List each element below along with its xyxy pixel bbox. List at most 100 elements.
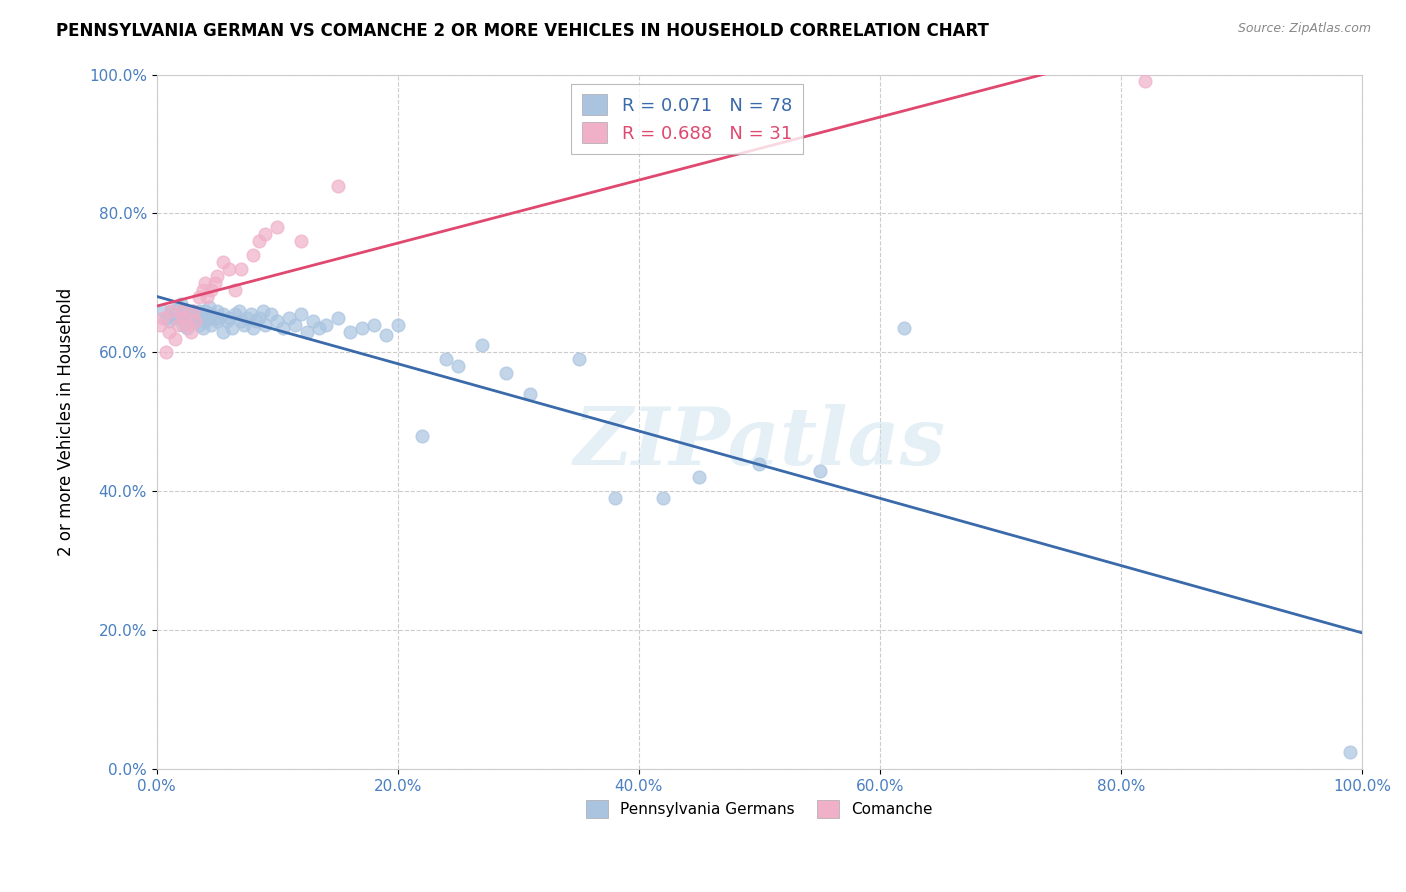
Point bbox=[302, 314, 325, 328]
Point bbox=[205, 314, 228, 328]
Point bbox=[245, 314, 267, 328]
Point bbox=[326, 310, 349, 325]
Point bbox=[568, 352, 591, 367]
Point bbox=[242, 248, 264, 262]
Point bbox=[290, 307, 312, 321]
Point bbox=[688, 470, 710, 484]
Point bbox=[236, 310, 259, 325]
Point bbox=[228, 303, 250, 318]
Text: Source: ZipAtlas.com: Source: ZipAtlas.com bbox=[1237, 22, 1371, 36]
Point bbox=[194, 276, 217, 290]
Point bbox=[242, 321, 264, 335]
Point bbox=[200, 307, 222, 321]
Point bbox=[155, 345, 177, 359]
Point bbox=[163, 332, 186, 346]
Point bbox=[191, 321, 214, 335]
Point bbox=[167, 318, 190, 332]
Point bbox=[204, 310, 226, 325]
Point bbox=[176, 318, 198, 332]
Point bbox=[252, 303, 274, 318]
Point bbox=[180, 307, 202, 321]
Point bbox=[197, 290, 219, 304]
Point bbox=[176, 321, 198, 335]
Point bbox=[188, 318, 211, 332]
Point bbox=[1339, 745, 1361, 759]
Point bbox=[205, 268, 228, 283]
Point bbox=[603, 491, 626, 506]
Point bbox=[284, 318, 307, 332]
Point bbox=[231, 314, 253, 328]
Text: PENNSYLVANIA GERMAN VS COMANCHE 2 OR MORE VEHICLES IN HOUSEHOLD CORRELATION CHAR: PENNSYLVANIA GERMAN VS COMANCHE 2 OR MOR… bbox=[56, 22, 988, 40]
Point bbox=[273, 321, 295, 335]
Point bbox=[186, 310, 208, 325]
Point bbox=[218, 310, 240, 325]
Point bbox=[224, 307, 246, 321]
Point bbox=[266, 220, 288, 235]
Point bbox=[232, 318, 254, 332]
Point bbox=[239, 307, 262, 321]
Point bbox=[278, 310, 301, 325]
Point bbox=[204, 276, 226, 290]
Point bbox=[208, 310, 231, 325]
Point bbox=[363, 318, 385, 332]
Point bbox=[205, 303, 228, 318]
Point bbox=[181, 303, 204, 318]
Point bbox=[221, 321, 243, 335]
Point bbox=[297, 325, 319, 339]
Point bbox=[339, 325, 361, 339]
Point bbox=[149, 318, 172, 332]
Point bbox=[155, 310, 177, 325]
Point bbox=[200, 318, 222, 332]
Point bbox=[170, 297, 193, 311]
Point bbox=[471, 338, 494, 352]
Point bbox=[172, 318, 194, 332]
Point bbox=[519, 387, 541, 401]
Y-axis label: 2 or more Vehicles in Household: 2 or more Vehicles in Household bbox=[58, 288, 75, 556]
Point bbox=[181, 303, 204, 318]
Legend: Pennsylvania Germans, Comanche: Pennsylvania Germans, Comanche bbox=[581, 795, 939, 824]
Point bbox=[315, 318, 337, 332]
Point bbox=[893, 321, 915, 335]
Point bbox=[326, 178, 349, 193]
Point bbox=[254, 318, 277, 332]
Point bbox=[184, 307, 207, 321]
Point bbox=[191, 307, 214, 321]
Point bbox=[215, 314, 238, 328]
Point bbox=[160, 303, 183, 318]
Point bbox=[152, 310, 174, 325]
Point bbox=[247, 234, 270, 248]
Point bbox=[157, 325, 180, 339]
Point bbox=[411, 429, 433, 443]
Point bbox=[163, 310, 186, 325]
Point bbox=[167, 300, 190, 314]
Point bbox=[218, 262, 240, 277]
Point bbox=[374, 328, 396, 343]
Point bbox=[290, 234, 312, 248]
Point bbox=[197, 310, 219, 325]
Point bbox=[176, 310, 198, 325]
Point bbox=[194, 303, 217, 318]
Point bbox=[1133, 74, 1156, 88]
Point bbox=[212, 307, 235, 321]
Point bbox=[212, 325, 235, 339]
Point bbox=[157, 314, 180, 328]
Point bbox=[188, 303, 211, 318]
Point bbox=[254, 227, 277, 242]
Point bbox=[247, 310, 270, 325]
Point bbox=[652, 491, 675, 506]
Point bbox=[308, 321, 330, 335]
Point bbox=[191, 283, 214, 297]
Point bbox=[808, 464, 831, 478]
Point bbox=[748, 457, 770, 471]
Point bbox=[447, 359, 470, 374]
Point bbox=[260, 307, 283, 321]
Point bbox=[188, 290, 211, 304]
Point bbox=[224, 283, 246, 297]
Point bbox=[180, 325, 202, 339]
Point bbox=[163, 307, 186, 321]
Point bbox=[200, 283, 222, 297]
Point bbox=[495, 366, 517, 380]
Point bbox=[170, 303, 193, 318]
Point bbox=[194, 314, 217, 328]
Point bbox=[170, 310, 193, 325]
